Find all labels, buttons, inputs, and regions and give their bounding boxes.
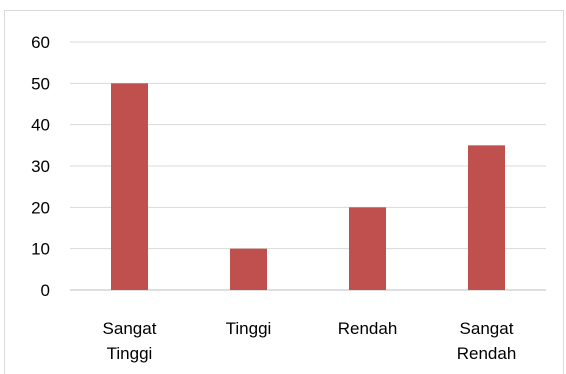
x-tick-label: Tinggi — [226, 319, 272, 338]
y-axis-tick-labels: 0 10 20 30 40 50 60 — [31, 33, 50, 300]
y-tick-label: 0 — [41, 281, 50, 300]
y-tick-label: 20 — [31, 198, 50, 217]
bar — [349, 207, 386, 290]
bars — [111, 83, 505, 290]
y-tick-label: 30 — [31, 157, 50, 176]
gridlines — [70, 41, 546, 250]
y-tick-label: 40 — [31, 116, 50, 135]
x-tick-label: Rendah — [338, 319, 398, 338]
x-tick-label: Sangat Tinggi — [103, 319, 157, 363]
y-tick-label: 50 — [31, 74, 50, 93]
x-tick-label: Sangat Rendah — [457, 319, 517, 363]
bar — [230, 248, 267, 290]
y-tick-label: 10 — [31, 240, 50, 259]
bar — [111, 83, 148, 290]
x-axis-tick-labels: Sangat Tinggi Tinggi Rendah Sangat Rendah — [103, 319, 517, 363]
chart-frame — [4, 10, 564, 374]
bar — [468, 145, 505, 290]
y-tick-label: 60 — [31, 33, 50, 52]
